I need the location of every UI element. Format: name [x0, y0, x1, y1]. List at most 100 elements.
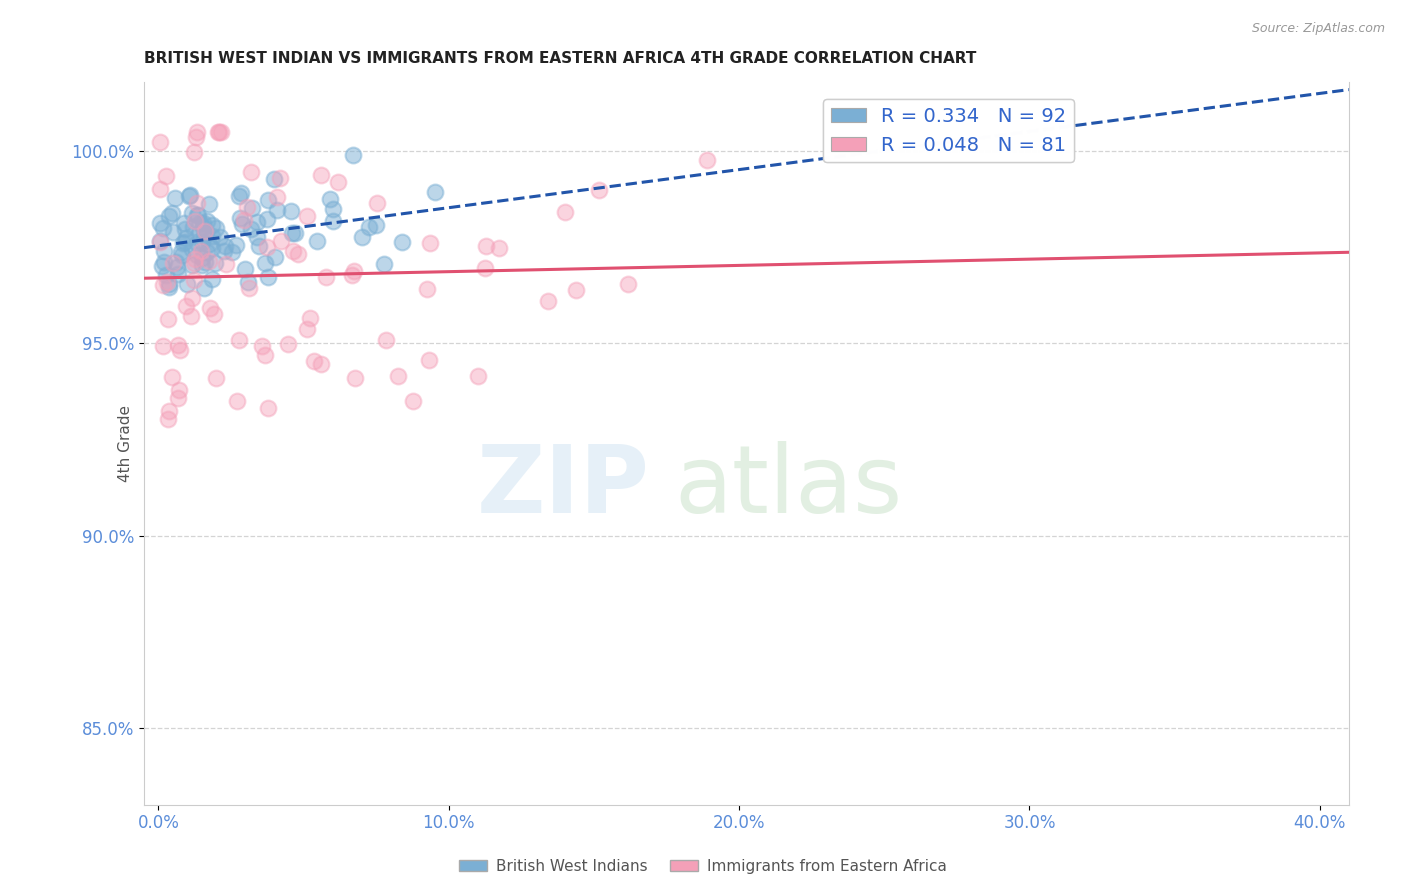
Point: [391, 235, 413, 249]
Point: [201, 241, 224, 255]
Point: [340, 268, 363, 282]
Point: [280, 203, 302, 218]
Point: [215, 257, 238, 271]
Point: [373, 257, 395, 271]
Point: [174, 299, 197, 313]
Point: [172, 236, 194, 251]
Point: [170, 248, 193, 262]
Legend: R = 0.334   N = 92, R = 0.048   N = 81: R = 0.334 N = 92, R = 0.048 N = 81: [823, 99, 1074, 162]
Point: [165, 255, 187, 269]
Point: [281, 227, 304, 241]
Point: [193, 228, 215, 243]
Point: [225, 238, 247, 252]
Point: [149, 216, 172, 230]
Point: [204, 256, 226, 270]
Point: [174, 222, 197, 236]
Point: [208, 125, 231, 139]
Point: [364, 218, 387, 232]
Point: [180, 206, 202, 220]
Text: ZIP: ZIP: [477, 441, 650, 533]
Text: BRITISH WEST INDIAN VS IMMIGRANTS FROM EASTERN AFRICA 4TH GRADE CORRELATION CHAR: BRITISH WEST INDIAN VS IMMIGRANTS FROM E…: [143, 51, 976, 66]
Point: [157, 209, 180, 223]
Y-axis label: 4th Grade: 4th Grade: [118, 405, 132, 482]
Point: [184, 129, 207, 144]
Point: [229, 211, 252, 226]
Point: [187, 208, 209, 222]
Point: [183, 273, 205, 287]
Point: [269, 171, 291, 186]
Point: [153, 244, 176, 259]
Point: [202, 307, 225, 321]
Point: [183, 256, 205, 270]
Point: [305, 234, 328, 248]
Point: [284, 226, 307, 240]
Point: [214, 238, 236, 252]
Point: [170, 244, 193, 259]
Point: [190, 258, 212, 272]
Point: [166, 260, 188, 275]
Point: [162, 225, 184, 239]
Point: [302, 353, 325, 368]
Point: [153, 255, 176, 269]
Point: [184, 214, 207, 228]
Point: [298, 310, 321, 325]
Point: [240, 165, 263, 179]
Point: [374, 334, 396, 348]
Point: [186, 235, 208, 250]
Point: [186, 248, 208, 262]
Point: [160, 369, 183, 384]
Point: [232, 213, 254, 227]
Point: [425, 185, 447, 199]
Point: [186, 125, 208, 139]
Point: [205, 220, 228, 235]
Point: [228, 189, 250, 203]
Point: [357, 220, 380, 235]
Point: [167, 267, 190, 281]
Point: [195, 213, 218, 227]
Point: [174, 235, 197, 250]
Point: [179, 188, 201, 202]
Point: [256, 193, 278, 207]
Point: [233, 262, 256, 277]
Point: [564, 283, 586, 297]
Point: [149, 234, 172, 248]
Point: [253, 348, 276, 362]
Point: [157, 411, 180, 425]
Point: [181, 219, 204, 234]
Point: [181, 243, 204, 257]
Point: [467, 368, 489, 383]
Point: [277, 336, 299, 351]
Point: [247, 239, 270, 253]
Point: [617, 277, 640, 291]
Point: [231, 217, 253, 231]
Legend: British West Indians, Immigrants from Eastern Africa: British West Indians, Immigrants from Ea…: [453, 853, 953, 880]
Point: [322, 214, 344, 228]
Point: [350, 229, 373, 244]
Point: [157, 280, 180, 294]
Point: [342, 148, 364, 162]
Point: [149, 182, 172, 196]
Point: [149, 235, 172, 249]
Point: [156, 276, 179, 290]
Point: [162, 256, 184, 270]
Point: [696, 153, 718, 168]
Point: [235, 200, 257, 214]
Point: [326, 175, 349, 189]
Point: [194, 224, 217, 238]
Point: [198, 237, 221, 252]
Point: [229, 186, 252, 200]
Point: [209, 125, 232, 139]
Point: [181, 258, 204, 272]
Point: [212, 244, 235, 258]
Point: [155, 268, 177, 282]
Point: [239, 222, 262, 236]
Point: [297, 209, 319, 223]
Point: [197, 254, 219, 268]
Point: [475, 239, 498, 253]
Point: [209, 229, 232, 244]
Point: [201, 219, 224, 233]
Point: [184, 252, 207, 267]
Point: [297, 322, 319, 336]
Point: [226, 394, 249, 409]
Point: [266, 203, 288, 218]
